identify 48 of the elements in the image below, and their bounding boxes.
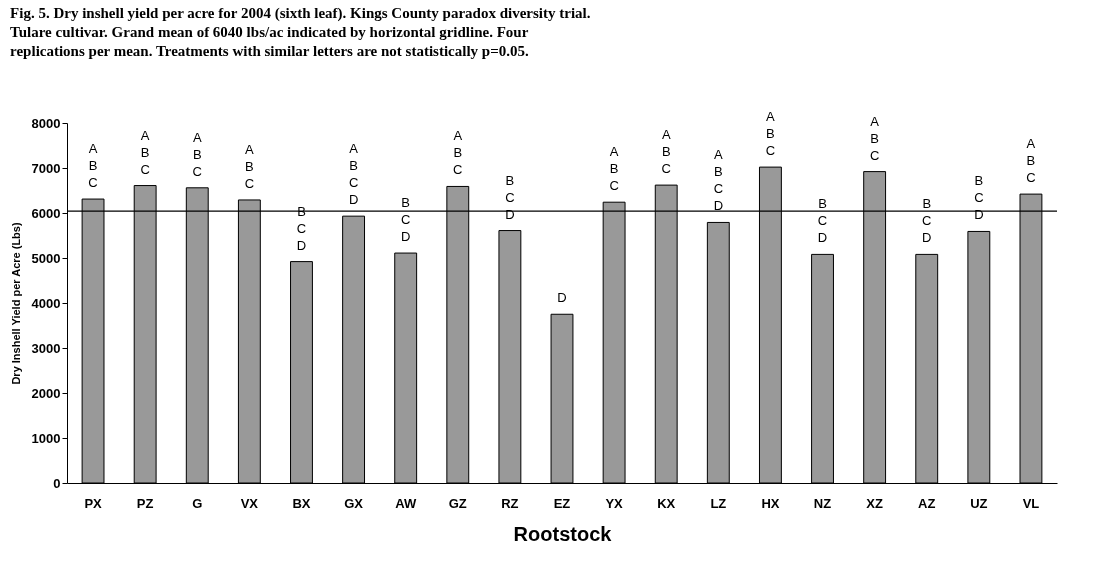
y-tick-label: 0 bbox=[53, 475, 61, 491]
y-tick-label: 5000 bbox=[31, 250, 61, 266]
y-tick-label: 4000 bbox=[31, 295, 61, 311]
x-tick-label: YX bbox=[605, 495, 624, 511]
annotation: B C D bbox=[974, 173, 984, 223]
y-tick-label: 2000 bbox=[31, 385, 61, 401]
annotation: A B C bbox=[140, 127, 150, 177]
x-tick-label: RZ bbox=[501, 495, 519, 511]
annotation: A B C D bbox=[348, 141, 359, 208]
y-tick-label: 8000 bbox=[31, 115, 61, 131]
x-tick-label: GZ bbox=[448, 495, 467, 511]
x-tick-label: BX bbox=[292, 495, 311, 511]
x-tick-label: VL bbox=[1022, 495, 1040, 511]
x-tick-label: LZ bbox=[710, 495, 727, 511]
annotation: D bbox=[557, 290, 567, 306]
annotation: A B C bbox=[1026, 136, 1036, 186]
annotation: A B C bbox=[88, 141, 98, 191]
x-tick-label: PX bbox=[84, 495, 103, 511]
x-tick-label: HX bbox=[761, 495, 780, 511]
y-tick-label: 1000 bbox=[31, 430, 61, 446]
x-tick-label: VX bbox=[240, 495, 259, 511]
y-axis-title: Dry Inshell Yield per Acre (Lbs) bbox=[9, 222, 22, 385]
annotation: A B C bbox=[869, 113, 880, 163]
annotation: A B C bbox=[609, 144, 619, 194]
y-tick-label: 6000 bbox=[31, 205, 61, 221]
annotation: B C D bbox=[400, 195, 411, 245]
x-tick-label: UZ bbox=[970, 495, 988, 511]
y-tick-label: 7000 bbox=[31, 160, 61, 176]
x-tick-label: NZ bbox=[813, 495, 832, 511]
annotation: B C D bbox=[922, 196, 932, 246]
x-axis-title: Rootstock bbox=[513, 522, 613, 545]
annotation: A B C bbox=[453, 128, 463, 178]
annotation: B C D bbox=[817, 196, 828, 246]
x-tick-label: KX bbox=[657, 495, 676, 511]
x-tick-label: G bbox=[192, 495, 203, 511]
x-tick-label: XZ bbox=[866, 495, 883, 511]
chart-title: Fig. 5. Dry inshell yield per acre for 2004 (sixth leaf). Kings County paradox diversity trial. Tulare cultivar. Grand mean of 6040 lbs/ac indicated by horizontal gridline. Four replications per mean. Treatments with similar letters are not statistically p=0.05. bbox=[10, 5, 591, 60]
annotation: A B C bbox=[192, 129, 202, 179]
annotation: A B C D bbox=[713, 147, 724, 214]
x-tick-label: PZ bbox=[136, 495, 154, 511]
x-tick-label: GX bbox=[344, 495, 364, 511]
x-tick-label: AZ bbox=[918, 495, 936, 511]
annotation: A B C bbox=[765, 109, 776, 159]
annotation: A B C bbox=[661, 127, 671, 177]
annotation: A B C bbox=[244, 141, 255, 191]
x-tick-label: AW bbox=[395, 495, 417, 511]
y-tick-label: 3000 bbox=[31, 340, 61, 356]
x-tick-label: EZ bbox=[553, 495, 571, 511]
